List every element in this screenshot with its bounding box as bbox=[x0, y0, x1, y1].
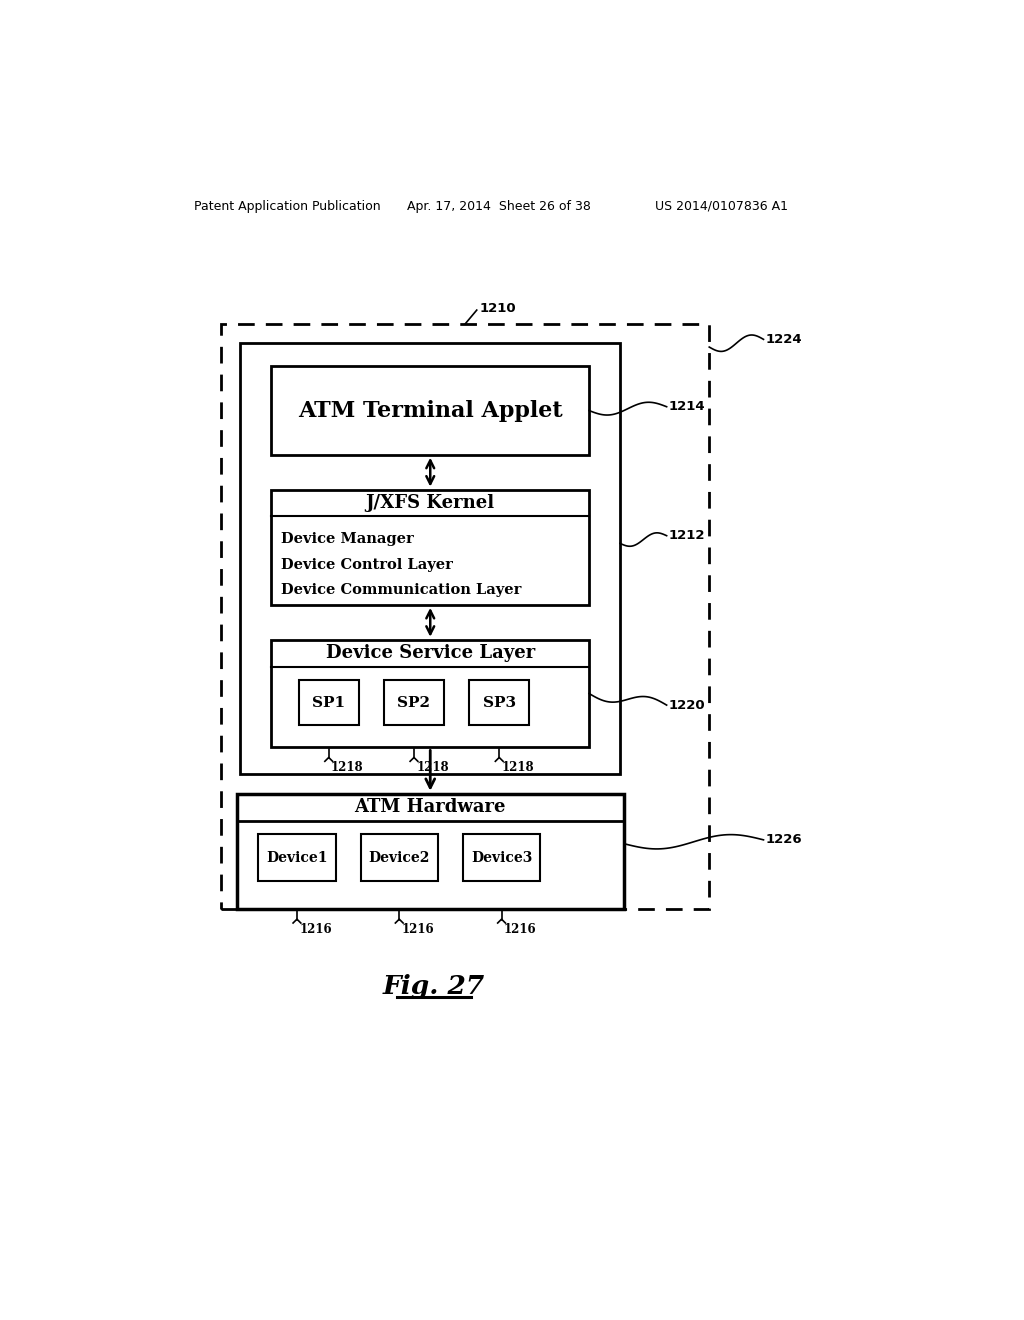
Text: SP3: SP3 bbox=[482, 696, 516, 710]
FancyBboxPatch shape bbox=[271, 640, 589, 747]
Text: Device Control Layer: Device Control Layer bbox=[281, 558, 453, 572]
Text: 1218: 1218 bbox=[331, 760, 364, 774]
Text: 1212: 1212 bbox=[669, 529, 706, 543]
Text: 1216: 1216 bbox=[401, 923, 434, 936]
FancyBboxPatch shape bbox=[258, 834, 336, 880]
FancyBboxPatch shape bbox=[384, 681, 444, 725]
Text: 1216: 1216 bbox=[299, 923, 332, 936]
Text: Device3: Device3 bbox=[471, 850, 532, 865]
FancyBboxPatch shape bbox=[271, 367, 589, 455]
Text: Device1: Device1 bbox=[266, 850, 328, 865]
Text: 1218: 1218 bbox=[502, 760, 535, 774]
FancyBboxPatch shape bbox=[271, 490, 589, 605]
Text: 1210: 1210 bbox=[479, 302, 516, 315]
Text: SP2: SP2 bbox=[397, 696, 430, 710]
Text: Device Communication Layer: Device Communication Layer bbox=[281, 583, 521, 597]
Text: 1218: 1218 bbox=[417, 760, 449, 774]
Text: Fig. 27: Fig. 27 bbox=[383, 974, 485, 999]
FancyBboxPatch shape bbox=[237, 793, 624, 909]
Text: 1226: 1226 bbox=[766, 833, 803, 846]
Text: J/XFS Kernel: J/XFS Kernel bbox=[366, 494, 495, 512]
Text: 1224: 1224 bbox=[766, 333, 803, 346]
Text: Apr. 17, 2014  Sheet 26 of 38: Apr. 17, 2014 Sheet 26 of 38 bbox=[407, 199, 591, 213]
Text: US 2014/0107836 A1: US 2014/0107836 A1 bbox=[655, 199, 788, 213]
Text: Device2: Device2 bbox=[369, 850, 430, 865]
FancyBboxPatch shape bbox=[463, 834, 541, 880]
Text: 1216: 1216 bbox=[504, 923, 537, 936]
Text: 1220: 1220 bbox=[669, 698, 706, 711]
Text: Device Manager: Device Manager bbox=[281, 532, 414, 546]
FancyBboxPatch shape bbox=[241, 343, 621, 775]
Text: Device Service Layer: Device Service Layer bbox=[326, 644, 535, 663]
Text: ATM Terminal Applet: ATM Terminal Applet bbox=[298, 400, 562, 421]
Text: SP1: SP1 bbox=[312, 696, 345, 710]
FancyBboxPatch shape bbox=[299, 681, 359, 725]
Text: Patent Application Publication: Patent Application Publication bbox=[194, 199, 381, 213]
Text: ATM Hardware: ATM Hardware bbox=[354, 799, 506, 816]
FancyBboxPatch shape bbox=[469, 681, 529, 725]
FancyBboxPatch shape bbox=[221, 323, 710, 909]
Text: 1214: 1214 bbox=[669, 400, 706, 413]
FancyBboxPatch shape bbox=[360, 834, 438, 880]
